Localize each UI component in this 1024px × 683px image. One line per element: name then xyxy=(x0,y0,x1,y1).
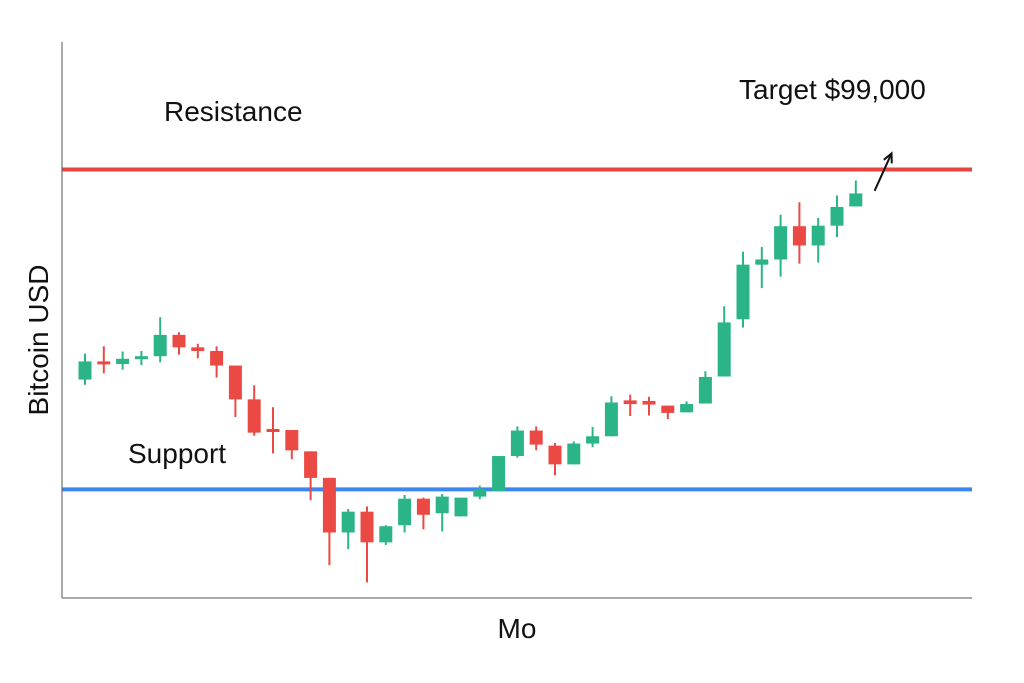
candle xyxy=(191,343,205,359)
candle xyxy=(210,346,224,378)
candle xyxy=(623,394,637,416)
candles-layer xyxy=(78,180,863,583)
target-arrow-shaft xyxy=(873,152,893,192)
candle-body xyxy=(717,322,731,377)
candle-body xyxy=(322,477,336,533)
candle-body xyxy=(304,451,318,478)
candle-body xyxy=(435,496,449,514)
candle xyxy=(736,251,750,328)
candle xyxy=(548,443,562,476)
candle xyxy=(78,353,92,385)
candle xyxy=(510,426,524,458)
candle xyxy=(435,494,449,532)
candle xyxy=(567,441,581,465)
candle-body xyxy=(153,334,167,357)
candle xyxy=(586,426,600,448)
candle-body xyxy=(473,489,487,497)
candle-body xyxy=(680,404,694,413)
candle-body xyxy=(830,206,844,226)
candle-body xyxy=(134,356,148,360)
candle xyxy=(341,509,355,550)
candle-body xyxy=(642,400,656,405)
candle xyxy=(811,217,825,263)
target-arrow-head xyxy=(883,151,893,164)
candle xyxy=(172,332,186,355)
x-axis-label: Mo xyxy=(498,613,537,644)
candle xyxy=(153,317,167,363)
candle xyxy=(228,365,242,418)
candle xyxy=(604,396,618,437)
candle-body xyxy=(492,456,506,491)
candle-body xyxy=(774,226,788,260)
candle xyxy=(398,495,412,533)
candle-body xyxy=(78,361,92,380)
candle-body xyxy=(266,429,280,432)
candle xyxy=(322,477,336,566)
candle-body xyxy=(398,498,412,526)
candle-body xyxy=(586,436,600,444)
candle xyxy=(97,346,111,374)
candle-body xyxy=(529,430,543,445)
candle xyxy=(529,426,543,451)
candle xyxy=(774,214,788,277)
candle-body xyxy=(116,358,130,364)
candle-body xyxy=(849,193,863,207)
levels-layer xyxy=(62,167,972,492)
candle xyxy=(680,401,694,413)
candle-body xyxy=(811,225,825,246)
candle-body xyxy=(661,405,675,413)
candle-body xyxy=(341,511,355,533)
candle-body xyxy=(360,511,374,543)
candle xyxy=(642,396,656,416)
candle xyxy=(379,525,393,545)
target-arrow xyxy=(873,151,893,192)
candle xyxy=(360,506,374,583)
candle-body xyxy=(454,497,468,517)
candle-body xyxy=(698,377,712,404)
candle xyxy=(661,405,675,420)
candle xyxy=(698,371,712,404)
candle-body xyxy=(210,351,224,366)
candle xyxy=(454,497,468,517)
candle-body xyxy=(285,430,299,451)
candle xyxy=(792,202,806,264)
candle xyxy=(247,385,261,436)
candle xyxy=(473,485,487,500)
support-label: Support xyxy=(128,438,226,469)
candle-body xyxy=(379,526,393,543)
candle xyxy=(266,407,280,454)
candle-body xyxy=(755,259,769,265)
candle-body xyxy=(548,445,562,465)
candle-body xyxy=(228,365,242,400)
candle xyxy=(285,430,299,460)
candle-body xyxy=(416,498,430,515)
candle xyxy=(116,351,130,370)
candle-body xyxy=(623,400,637,405)
candle-body xyxy=(604,402,618,437)
candle xyxy=(492,456,506,491)
candle-body xyxy=(97,361,111,365)
candle-body xyxy=(247,399,261,433)
candle xyxy=(717,306,731,377)
candle-body xyxy=(736,264,750,320)
candle-body xyxy=(510,430,524,457)
candle-body xyxy=(172,334,186,348)
candle-body xyxy=(567,443,581,465)
candle xyxy=(304,451,318,501)
candle xyxy=(134,351,148,366)
candle-body xyxy=(191,347,205,351)
resistance-label: Resistance xyxy=(164,96,303,127)
target-annotation-label: Target $99,000 xyxy=(739,74,926,105)
candle-body xyxy=(792,226,806,246)
candle xyxy=(830,195,844,238)
candle xyxy=(755,247,769,289)
y-axis-label: Bitcoin USD xyxy=(23,265,54,416)
candle xyxy=(416,497,430,530)
candle xyxy=(849,180,863,207)
